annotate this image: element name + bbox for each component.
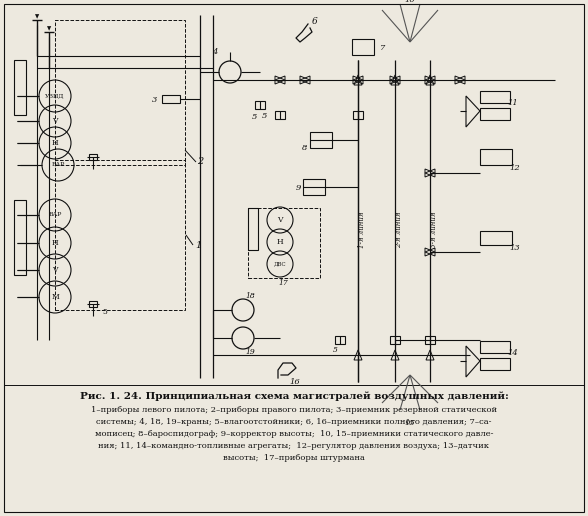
Text: 16: 16 xyxy=(290,378,300,386)
Bar xyxy=(255,101,265,109)
Text: H: H xyxy=(277,238,283,246)
Text: H: H xyxy=(52,239,58,247)
Bar xyxy=(480,91,510,103)
Bar xyxy=(352,39,374,55)
Bar xyxy=(390,336,400,344)
Text: высоты;  17–приборы штурмана: высоты; 17–приборы штурмана xyxy=(223,454,365,462)
Text: 11: 11 xyxy=(507,99,519,107)
Text: V: V xyxy=(52,117,58,125)
Bar xyxy=(55,160,185,310)
Text: ВАР: ВАР xyxy=(48,213,62,218)
Bar xyxy=(425,336,435,344)
Text: 18: 18 xyxy=(245,292,255,300)
Bar xyxy=(248,208,258,250)
Text: 12: 12 xyxy=(510,164,520,172)
Text: 5: 5 xyxy=(102,308,107,316)
Text: ДВС: ДВС xyxy=(273,262,286,266)
Text: 2-я линия: 2-я линия xyxy=(395,212,403,248)
Text: ▼: ▼ xyxy=(47,26,51,31)
Text: V: V xyxy=(52,266,58,274)
Text: 14: 14 xyxy=(507,349,519,357)
Text: М: М xyxy=(51,293,59,301)
Bar xyxy=(14,200,26,275)
Text: H: H xyxy=(52,139,58,147)
Bar xyxy=(480,341,510,353)
Text: 13: 13 xyxy=(510,244,520,252)
Text: 5: 5 xyxy=(252,113,258,121)
Bar xyxy=(480,231,512,245)
Bar xyxy=(248,208,320,278)
Text: 2: 2 xyxy=(197,157,203,167)
Text: 9: 9 xyxy=(295,184,300,192)
Bar xyxy=(89,154,97,160)
Text: 3-я линия: 3-я линия xyxy=(430,212,438,248)
Text: 5: 5 xyxy=(333,346,338,354)
Text: 7: 7 xyxy=(380,44,386,52)
Bar xyxy=(275,111,285,119)
Text: 5: 5 xyxy=(262,112,267,120)
Bar xyxy=(55,20,185,165)
Text: 1–приборы левого пилота; 2–приборы правого пилота; 3–приемник резервной статичес: 1–приборы левого пилота; 2–приборы право… xyxy=(91,406,497,414)
Text: 19: 19 xyxy=(245,348,255,356)
Bar xyxy=(335,336,345,344)
Bar xyxy=(310,132,332,148)
Text: 3: 3 xyxy=(152,96,158,104)
Text: системы; 4, 18, 19–краны; 5–влагоотстойники; 6, 16–приемники полного давления; 7: системы; 4, 18, 19–краны; 5–влагоотстойн… xyxy=(96,418,492,426)
Text: ВАР: ВАР xyxy=(51,163,65,168)
Text: 10: 10 xyxy=(405,0,415,4)
Bar xyxy=(89,301,97,307)
Text: V: V xyxy=(278,216,283,224)
Text: ния; 11, 14–командно-топливные агрегаты;  12–регулятор давления воздуха; 13–датч: ния; 11, 14–командно-топливные агрегаты;… xyxy=(99,442,489,450)
Bar xyxy=(480,108,510,120)
Text: 8: 8 xyxy=(302,144,308,152)
Text: УВПД: УВПД xyxy=(45,93,65,99)
Bar xyxy=(303,179,325,195)
Text: 1: 1 xyxy=(195,240,201,250)
Bar xyxy=(353,111,363,119)
Text: 1-я линия: 1-я линия xyxy=(358,212,366,248)
Text: 6: 6 xyxy=(312,18,318,26)
Bar xyxy=(162,95,180,103)
Text: 17: 17 xyxy=(278,279,288,287)
Text: 4: 4 xyxy=(212,48,218,56)
Bar xyxy=(480,149,512,165)
Text: мописец; 8–бароспидограф; 9–корректор высоты;  10, 15–приемники статического дав: мописец; 8–бароспидограф; 9–корректор вы… xyxy=(95,430,493,438)
Text: Рис. 1. 24. Принципиальная схема магистралей воздушных давлений:: Рис. 1. 24. Принципиальная схема магистр… xyxy=(79,391,509,401)
Text: 15: 15 xyxy=(405,419,415,427)
Bar xyxy=(14,60,26,115)
Text: ▼: ▼ xyxy=(35,14,39,20)
Bar xyxy=(480,358,510,370)
